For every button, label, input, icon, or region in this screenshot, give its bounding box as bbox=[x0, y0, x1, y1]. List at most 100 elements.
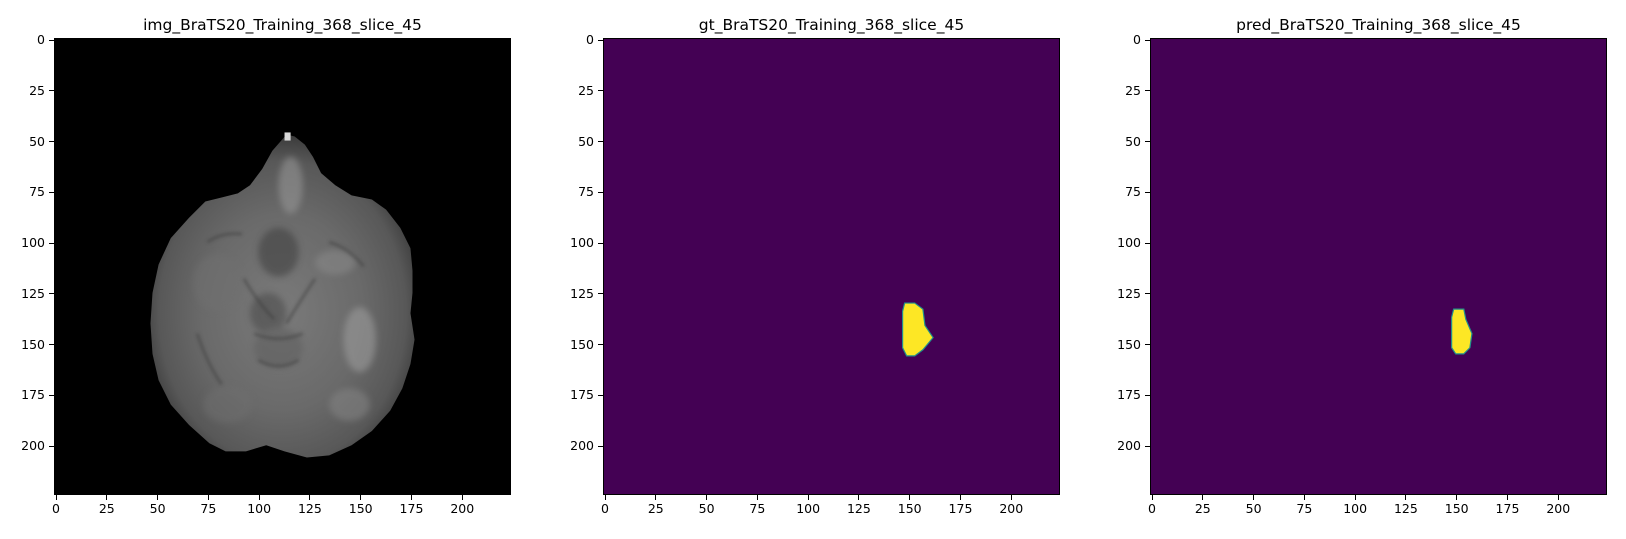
x-tick-mark bbox=[410, 495, 412, 500]
x-tick-mark bbox=[1253, 495, 1255, 500]
y-tick-label: 75 bbox=[578, 184, 594, 200]
x-tick-mark bbox=[1354, 495, 1356, 500]
x-tick-label: 175 bbox=[948, 501, 973, 516]
tumor-region bbox=[1451, 308, 1473, 355]
y-tick-mark bbox=[49, 394, 54, 396]
mri-image-axes bbox=[54, 38, 511, 495]
y-tick-mark bbox=[49, 242, 54, 244]
x-tick-label: 25 bbox=[1194, 501, 1211, 516]
y-tick-label: 150 bbox=[21, 336, 45, 352]
y-tick-label: 100 bbox=[21, 235, 45, 251]
x-tick-label: 200 bbox=[1546, 501, 1571, 516]
y-tick-mark bbox=[49, 141, 54, 143]
pred-mask-image bbox=[1151, 39, 1606, 494]
y-tick-label: 175 bbox=[570, 387, 594, 403]
x-tick-mark bbox=[106, 495, 108, 500]
x-tick-mark bbox=[706, 495, 708, 500]
y-tick-label: 175 bbox=[1117, 387, 1141, 403]
x-tick-label: 25 bbox=[98, 501, 115, 516]
y-tick-mark bbox=[1145, 90, 1150, 92]
y-tick-label: 200 bbox=[570, 438, 594, 454]
y-tick-mark bbox=[49, 191, 54, 193]
x-tick-mark bbox=[1303, 495, 1305, 500]
x-tick-label: 125 bbox=[1393, 501, 1418, 516]
y-tick-label: 25 bbox=[578, 82, 594, 98]
x-tick-mark bbox=[55, 495, 57, 500]
x-tick-mark bbox=[655, 495, 657, 500]
x-tick-mark bbox=[360, 495, 362, 500]
x-tick-label: 50 bbox=[698, 501, 715, 516]
x-tick-label: 25 bbox=[647, 501, 664, 516]
y-tick-mark bbox=[49, 39, 54, 41]
x-tick-label: 125 bbox=[297, 501, 322, 516]
y-tick-mark bbox=[1145, 344, 1150, 346]
y-tick-label: 125 bbox=[1117, 285, 1141, 301]
x-tick-label: 200 bbox=[450, 501, 475, 516]
x-tick-label: 0 bbox=[601, 501, 609, 516]
x-tick-mark bbox=[461, 495, 463, 500]
x-tick-label: 150 bbox=[897, 501, 922, 516]
x-tick-label: 100 bbox=[247, 501, 272, 516]
x-tick-mark bbox=[258, 495, 260, 500]
y-tick-label: 75 bbox=[29, 184, 45, 200]
gt-mask-axes bbox=[603, 38, 1060, 495]
y-tick-label: 25 bbox=[1125, 82, 1141, 98]
x-tick-label: 75 bbox=[1296, 501, 1313, 516]
x-tick-label: 100 bbox=[796, 501, 821, 516]
y-tick-mark bbox=[49, 344, 54, 346]
y-tick-mark bbox=[598, 293, 603, 295]
y-tick-mark bbox=[598, 445, 603, 447]
y-tick-label: 0 bbox=[37, 32, 45, 48]
y-tick-mark bbox=[598, 394, 603, 396]
y-tick-label: 200 bbox=[21, 438, 45, 454]
x-tick-mark bbox=[1506, 495, 1508, 500]
x-tick-mark bbox=[909, 495, 911, 500]
y-tick-mark bbox=[1145, 191, 1150, 193]
mask-background bbox=[604, 39, 1059, 494]
x-tick-mark bbox=[756, 495, 758, 500]
x-tick-label: 150 bbox=[1444, 501, 1469, 516]
y-tick-mark bbox=[1145, 242, 1150, 244]
x-tick-label: 100 bbox=[1343, 501, 1368, 516]
y-tick-label: 50 bbox=[578, 133, 594, 149]
y-tick-label: 50 bbox=[1125, 133, 1141, 149]
x-tick-label: 125 bbox=[846, 501, 871, 516]
x-tick-mark bbox=[1456, 495, 1458, 500]
x-tick-mark bbox=[807, 495, 809, 500]
tumor-region bbox=[901, 302, 934, 357]
gt-mask-image bbox=[604, 39, 1059, 494]
y-tick-mark bbox=[598, 90, 603, 92]
x-tick-mark bbox=[858, 495, 860, 500]
x-tick-label: 150 bbox=[348, 501, 373, 516]
x-tick-label: 75 bbox=[200, 501, 217, 516]
y-tick-label: 25 bbox=[29, 82, 45, 98]
y-tick-mark bbox=[598, 242, 603, 244]
y-tick-label: 125 bbox=[570, 285, 594, 301]
y-tick-label: 175 bbox=[21, 387, 45, 403]
x-tick-mark bbox=[1405, 495, 1407, 500]
x-tick-mark bbox=[1557, 495, 1559, 500]
y-tick-mark bbox=[1145, 293, 1150, 295]
y-tick-label: 100 bbox=[1117, 235, 1141, 251]
x-tick-label: 50 bbox=[1245, 501, 1262, 516]
x-tick-mark bbox=[207, 495, 209, 500]
y-tick-mark bbox=[598, 39, 603, 41]
y-tick-mark bbox=[1145, 445, 1150, 447]
x-tick-label: 50 bbox=[149, 501, 166, 516]
x-tick-label: 175 bbox=[1495, 501, 1520, 516]
x-tick-label: 0 bbox=[1148, 501, 1156, 516]
y-tick-label: 0 bbox=[586, 32, 594, 48]
panel-title: gt_BraTS20_Training_368_slice_45 bbox=[698, 16, 965, 34]
y-tick-label: 50 bbox=[29, 133, 45, 149]
y-tick-mark bbox=[49, 293, 54, 295]
x-tick-mark bbox=[157, 495, 159, 500]
y-tick-mark bbox=[598, 191, 603, 193]
x-tick-mark bbox=[959, 495, 961, 500]
x-tick-label: 200 bbox=[999, 501, 1024, 516]
y-tick-label: 200 bbox=[1117, 438, 1141, 454]
x-tick-label: 0 bbox=[52, 501, 60, 516]
x-tick-mark bbox=[309, 495, 311, 500]
y-tick-label: 150 bbox=[1117, 336, 1141, 352]
